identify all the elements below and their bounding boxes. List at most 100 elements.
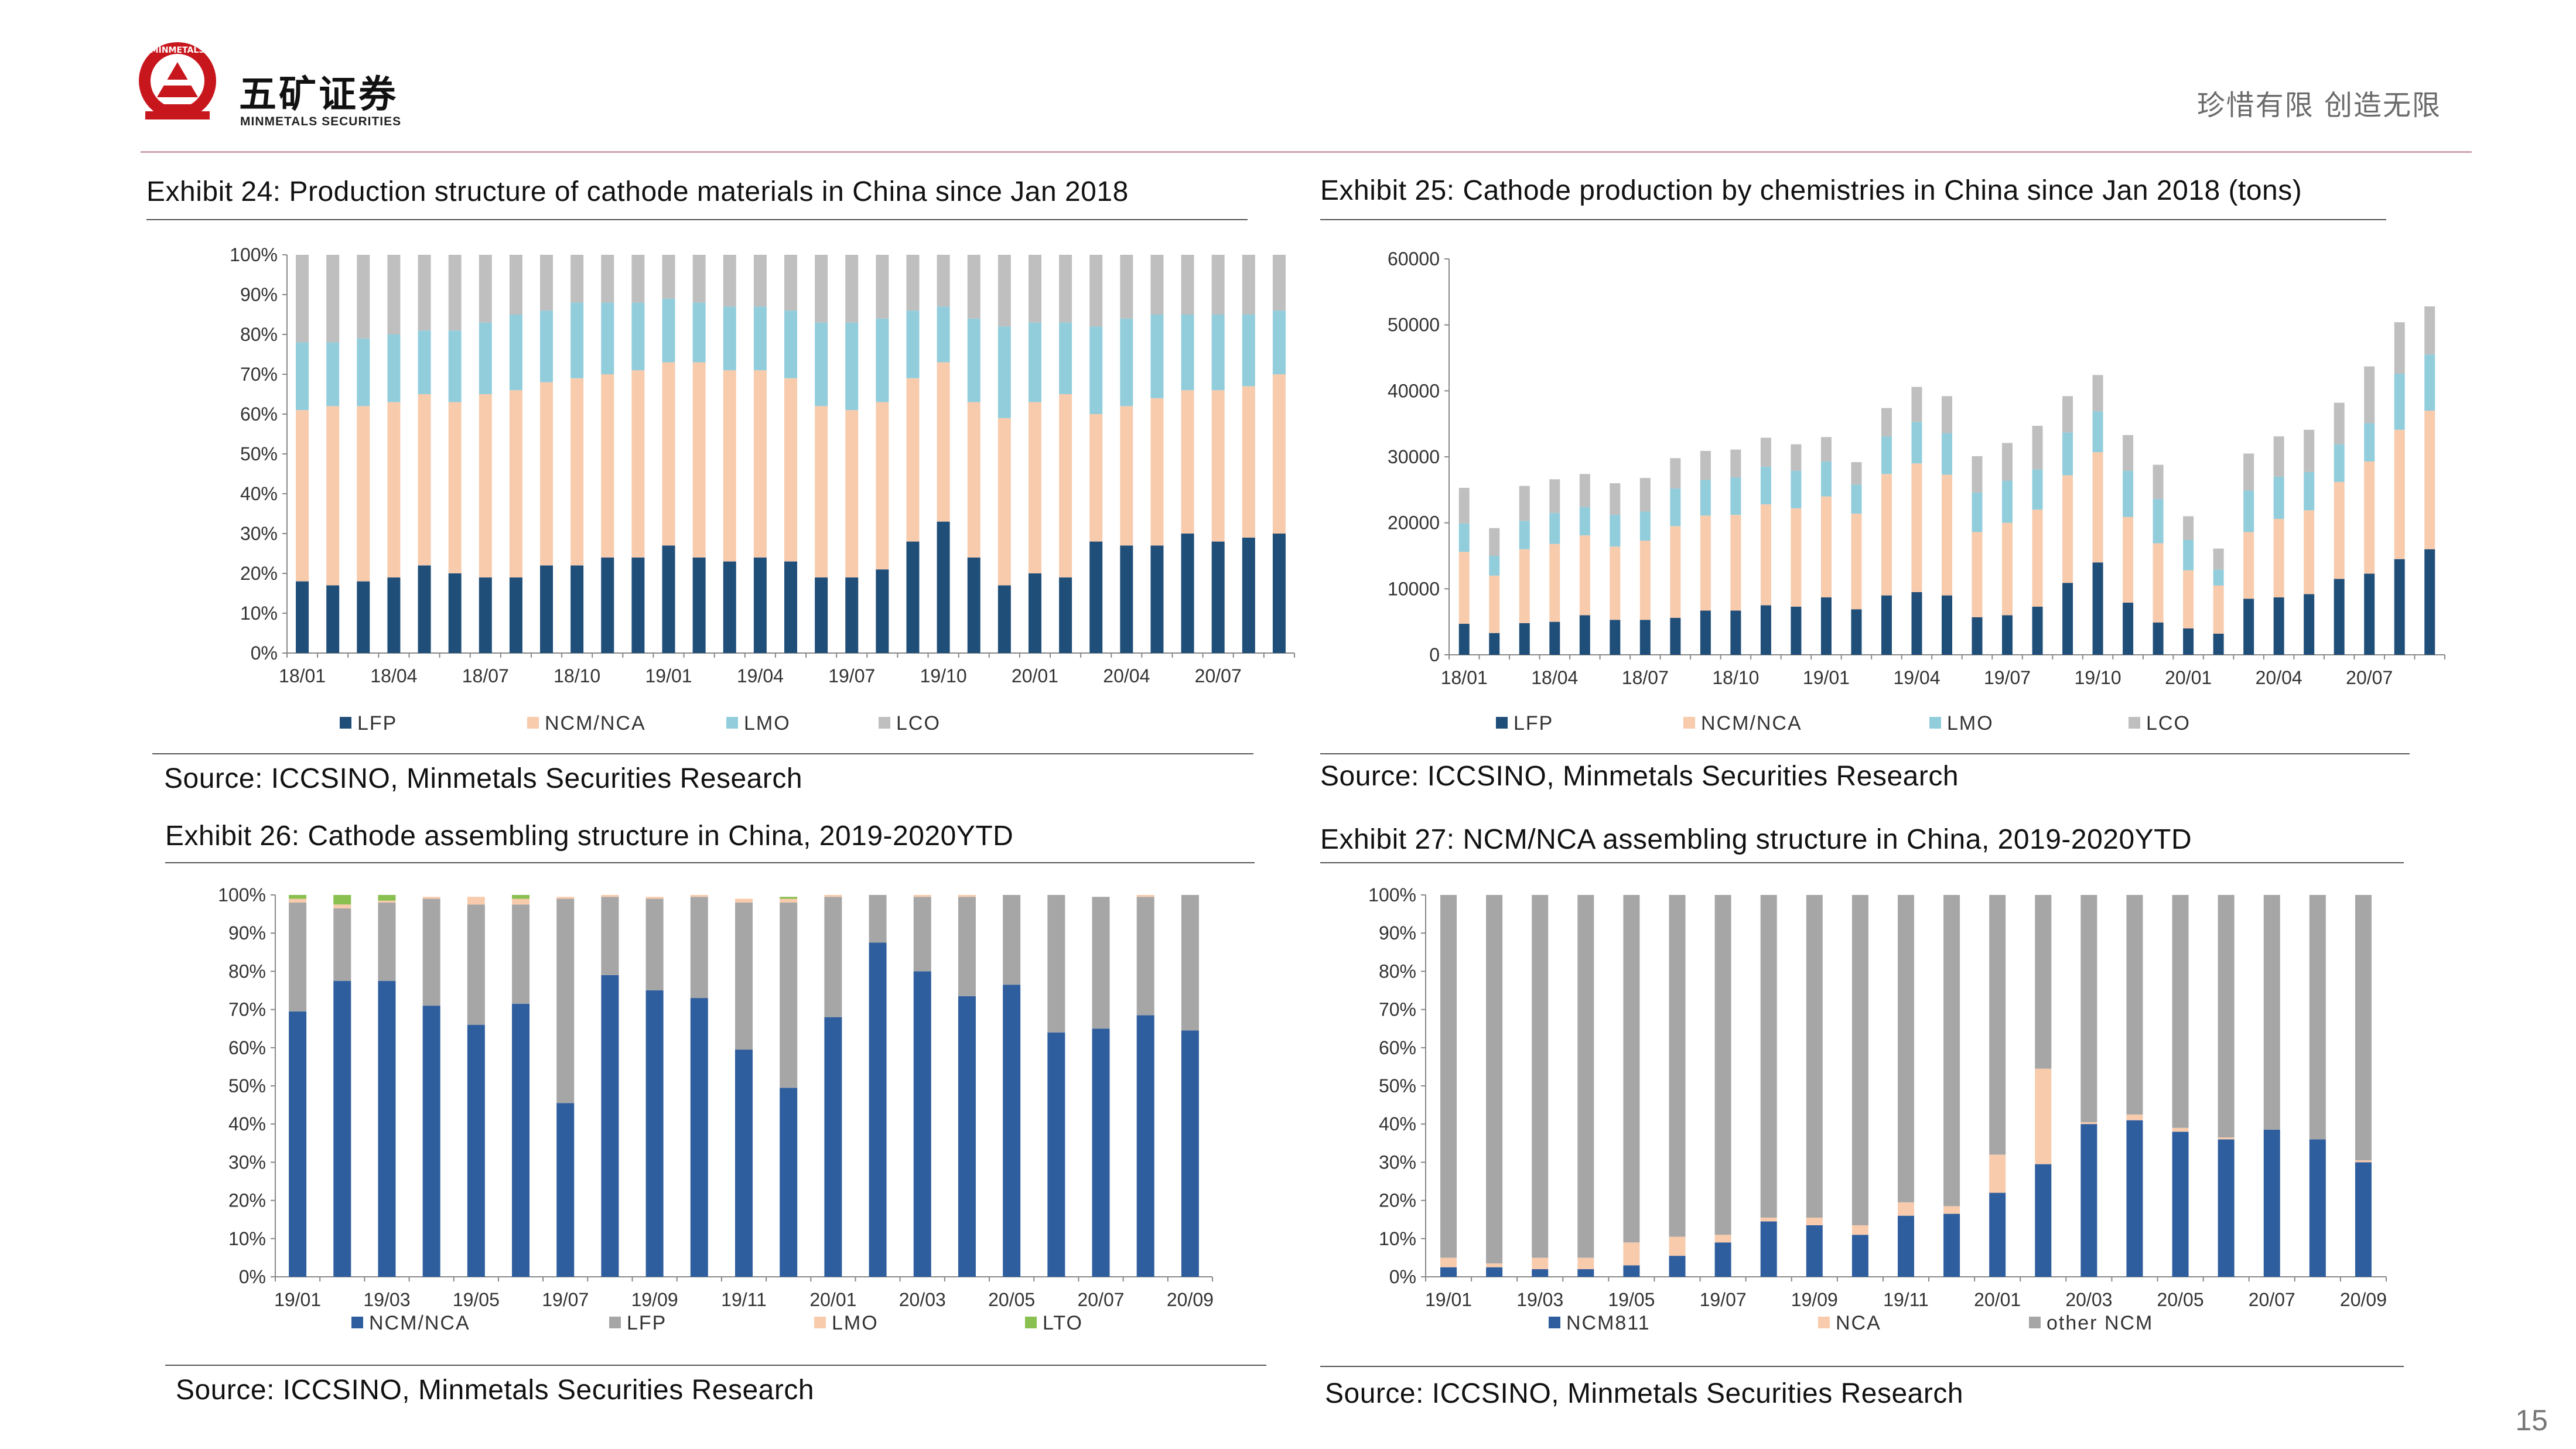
bar-lfp <box>753 557 767 653</box>
bar-lco <box>1700 450 1711 480</box>
bar-lfp <box>2394 559 2405 655</box>
bar-ncm-nca <box>645 990 664 1277</box>
y-tick-label: 50% <box>1379 1075 1416 1096</box>
x-tick-label: 20/01 <box>1974 1289 2021 1310</box>
bar-lfp <box>601 557 614 653</box>
y-tick-label: 60% <box>228 1037 266 1058</box>
bar-ncm-nca <box>824 1017 842 1277</box>
x-tick-label: 20/04 <box>1103 665 1150 686</box>
bar-lmo <box>997 326 1011 418</box>
bar-ncm-nca <box>753 370 767 558</box>
bar-ncm-nca <box>1639 541 1651 620</box>
bar-lfp <box>1272 534 1286 653</box>
bar-lmo <box>2394 374 2405 430</box>
bar-other-ncm <box>1714 895 1731 1235</box>
bar-lmo <box>448 330 462 402</box>
bar-ncm-nca <box>1059 394 1072 577</box>
bar-other-ncm <box>1486 895 1503 1264</box>
exhibit-25-source-rule <box>1320 753 2410 754</box>
bar-ncm-nca <box>2092 452 2103 563</box>
bar-lco <box>509 255 522 315</box>
bar-lmo <box>723 306 736 371</box>
legend-label: NCM/NCA <box>369 1312 470 1334</box>
brand-name-cn: 五矿证券 <box>239 73 398 117</box>
bar-other-ncm <box>1898 895 1914 1202</box>
bar-ncm-nca <box>631 370 645 558</box>
bar-ncm-nca <box>2213 585 2224 634</box>
bar-lmo <box>1579 507 1590 536</box>
exhibit-27-title-rule <box>1320 862 2404 863</box>
bar-other-ncm <box>2263 895 2280 1130</box>
bar-ncm811 <box>1486 1267 1503 1277</box>
bar-lfp <box>2424 549 2435 655</box>
bar-nca <box>2218 1137 2235 1140</box>
bar-lfp <box>1760 605 1771 655</box>
legend-swatch <box>1929 717 1941 729</box>
bar-ncm811 <box>2355 1162 2372 1277</box>
legend-swatch <box>2129 717 2140 729</box>
bar-lfp <box>906 541 920 653</box>
bar-ncm-nca <box>937 362 950 522</box>
bar-ncm-nca <box>784 378 797 562</box>
bar-ncm-nca <box>296 410 309 582</box>
bar-ncm-nca <box>913 971 931 1277</box>
legend-swatch <box>340 717 351 729</box>
bar-ncm-nca <box>289 1011 307 1277</box>
bar-other-ncm <box>2035 895 2052 1069</box>
bar-lmo <box>1610 515 1621 547</box>
y-tick-label: 30% <box>228 1151 266 1173</box>
bar-ncm-nca <box>2394 429 2405 559</box>
exhibit-26-title: Exhibit 26: Cathode assembling structure… <box>165 821 1014 852</box>
bar-ncm-nca <box>509 390 522 577</box>
bar-lco <box>540 255 554 311</box>
bar-ncm-nca <box>2002 522 2013 616</box>
x-tick-label: 19/01 <box>645 665 692 686</box>
bar-lco <box>2424 306 2435 355</box>
y-tick-label: 40% <box>228 1113 266 1134</box>
bar-nca <box>1898 1202 1914 1216</box>
bar-lmo <box>692 302 706 363</box>
bar-ncm-nca <box>1136 1015 1154 1277</box>
legend-swatch <box>609 1317 621 1328</box>
x-tick-label: 19/09 <box>1791 1289 1838 1310</box>
bar-lmo <box>296 342 309 411</box>
bar-lfp <box>387 577 401 653</box>
bar-lfp <box>2364 573 2375 655</box>
legend-label: LMO <box>1947 712 1994 734</box>
bar-lco <box>1059 255 1072 323</box>
bar-lmo <box>2273 476 2284 519</box>
bar-lto <box>333 895 351 905</box>
bar-lfp <box>1549 621 1560 655</box>
bar-nca <box>1943 1206 1960 1214</box>
y-tick-label: 80% <box>228 961 266 982</box>
bar-ncm-nca <box>997 418 1011 586</box>
bar-ncm-nca <box>2334 481 2345 579</box>
bar-lco <box>2364 366 2375 423</box>
bar-nca <box>1532 1257 1549 1269</box>
bar-lfp <box>735 903 753 1050</box>
bar-lco <box>2092 375 2103 412</box>
bar-lco <box>2273 436 2284 477</box>
bar-ncm811 <box>2126 1120 2143 1277</box>
exhibit-24-chart: 0% 10% 20% 30% 40% 50% 60% 70% 80% 90% 100% 18/01 18… <box>230 244 1295 734</box>
bar-lmo <box>1150 315 1164 398</box>
bar-nca <box>1806 1217 1823 1225</box>
bar-lfp <box>2092 562 2103 655</box>
bar-ncm-nca <box>422 1006 440 1277</box>
bar-lfp <box>2062 583 2073 655</box>
y-tick-label: 90% <box>228 922 266 944</box>
bar-lfp <box>2304 594 2315 655</box>
bar-lco <box>1519 486 1530 521</box>
bar-lmo <box>1791 470 1802 508</box>
bar-lfp <box>1519 623 1530 655</box>
bar-nca <box>1989 1154 2006 1193</box>
bar-lfp <box>418 565 431 653</box>
bar-ncm811 <box>1532 1269 1549 1277</box>
bar-lfp <box>1851 609 1862 655</box>
bar-other-ncm <box>2080 895 2097 1122</box>
bar-lmo <box>2002 480 2013 523</box>
bar-lco <box>997 255 1011 327</box>
bar-lfp <box>556 898 575 1103</box>
legend-label: other NCM <box>2047 1312 2153 1334</box>
bar-lmo <box>735 898 753 903</box>
